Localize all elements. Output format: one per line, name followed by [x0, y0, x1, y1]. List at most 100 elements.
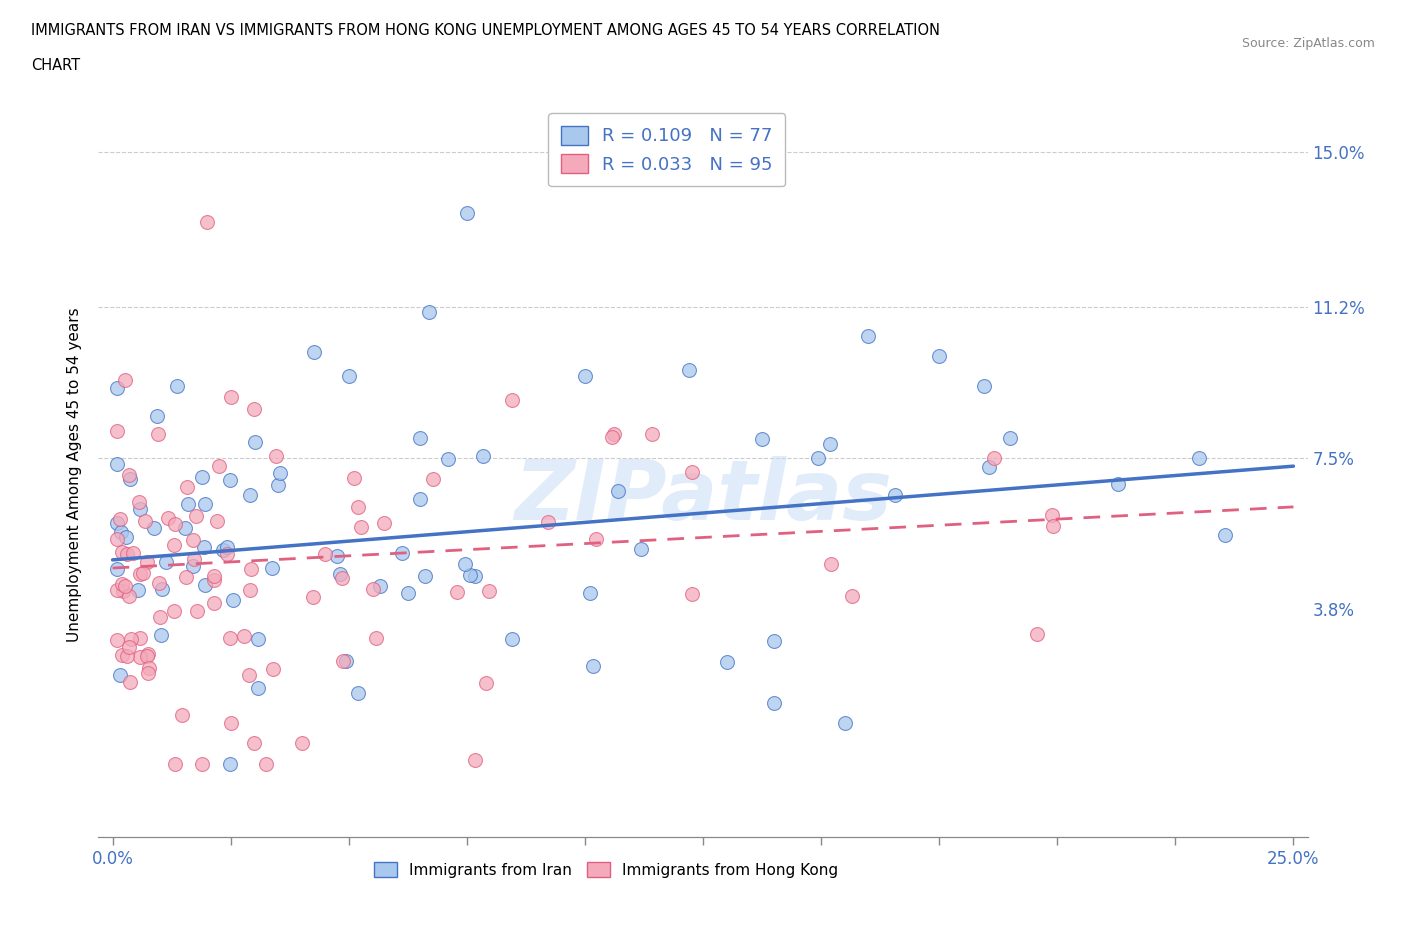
Point [350, 519, 373, 534]
Point [149, 610, 172, 625]
Point [329, 566, 352, 581]
Point [807, 450, 830, 465]
Point [138, 646, 160, 661]
Point [114, 372, 136, 387]
Point [163, 604, 186, 619]
Point [218, 631, 240, 645]
Point [142, 520, 165, 535]
Point [163, 756, 186, 771]
Point [332, 654, 354, 669]
Point [762, 695, 785, 710]
Point [212, 543, 235, 558]
Point [155, 554, 177, 569]
Point [120, 472, 142, 486]
Point [343, 471, 366, 485]
Point [347, 499, 370, 514]
Point [243, 434, 266, 449]
Point [478, 583, 501, 598]
Point [219, 472, 242, 487]
Point [193, 539, 215, 554]
Point [681, 465, 703, 480]
Point [219, 756, 242, 771]
Point [243, 736, 266, 751]
Point [194, 578, 217, 592]
Point [118, 468, 141, 483]
Point [163, 538, 186, 552]
Point [751, 432, 773, 446]
Point [215, 539, 238, 554]
Point [118, 640, 141, 655]
Point [413, 568, 436, 583]
Point [156, 511, 179, 525]
Point [464, 569, 486, 584]
Point [254, 756, 277, 771]
Point [983, 451, 1005, 466]
Point [928, 349, 950, 364]
Point [581, 658, 603, 673]
Point [128, 631, 150, 645]
Point [238, 668, 260, 683]
Point [111, 647, 134, 662]
Point [408, 431, 430, 445]
Point [111, 544, 134, 559]
Point [977, 459, 1000, 474]
Point [818, 436, 841, 451]
Point [368, 578, 391, 593]
Point [208, 458, 231, 473]
Point [150, 581, 173, 596]
Point [134, 513, 156, 528]
Y-axis label: Unemployment Among Ages 45 to 54 years: Unemployment Among Ages 45 to 54 years [67, 307, 83, 642]
Point [163, 516, 186, 531]
Point [194, 497, 217, 512]
Point [269, 466, 291, 481]
Point [183, 551, 205, 566]
Point [346, 685, 368, 700]
Point [239, 583, 262, 598]
Point [115, 648, 138, 663]
Point [202, 568, 225, 583]
Point [858, 328, 880, 343]
Point [446, 584, 468, 599]
Point [630, 542, 652, 557]
Point [128, 566, 150, 581]
Point [129, 501, 152, 516]
Point [118, 588, 141, 603]
Point [105, 515, 128, 530]
Point [105, 381, 128, 396]
Point [148, 427, 170, 442]
Point [243, 402, 266, 417]
Point [579, 585, 602, 600]
Point [391, 545, 413, 560]
Point [585, 531, 607, 546]
Point [120, 631, 142, 646]
Point [127, 582, 149, 597]
Point [111, 584, 134, 599]
Point [602, 430, 624, 445]
Point [422, 472, 444, 487]
Point [166, 379, 188, 393]
Point [222, 593, 245, 608]
Point [177, 497, 200, 512]
Point [105, 632, 128, 647]
Point [219, 715, 242, 730]
Point [114, 579, 136, 594]
Point [262, 561, 284, 576]
Point [202, 573, 225, 588]
Point [501, 392, 523, 407]
Point [363, 581, 385, 596]
Point [149, 628, 172, 643]
Point [138, 660, 160, 675]
Point [681, 587, 703, 602]
Point [314, 547, 336, 562]
Point [501, 631, 523, 646]
Point [181, 532, 204, 547]
Point [246, 631, 269, 646]
Point [641, 427, 664, 442]
Point [247, 681, 270, 696]
Point [436, 452, 458, 467]
Point [458, 567, 481, 582]
Text: IMMIGRANTS FROM IRAN VS IMMIGRANTS FROM HONG KONG UNEMPLOYMENT AMONG AGES 45 TO : IMMIGRANTS FROM IRAN VS IMMIGRANTS FROM … [31, 23, 941, 38]
Point [132, 565, 155, 580]
Point [841, 589, 863, 604]
Point [135, 649, 157, 664]
